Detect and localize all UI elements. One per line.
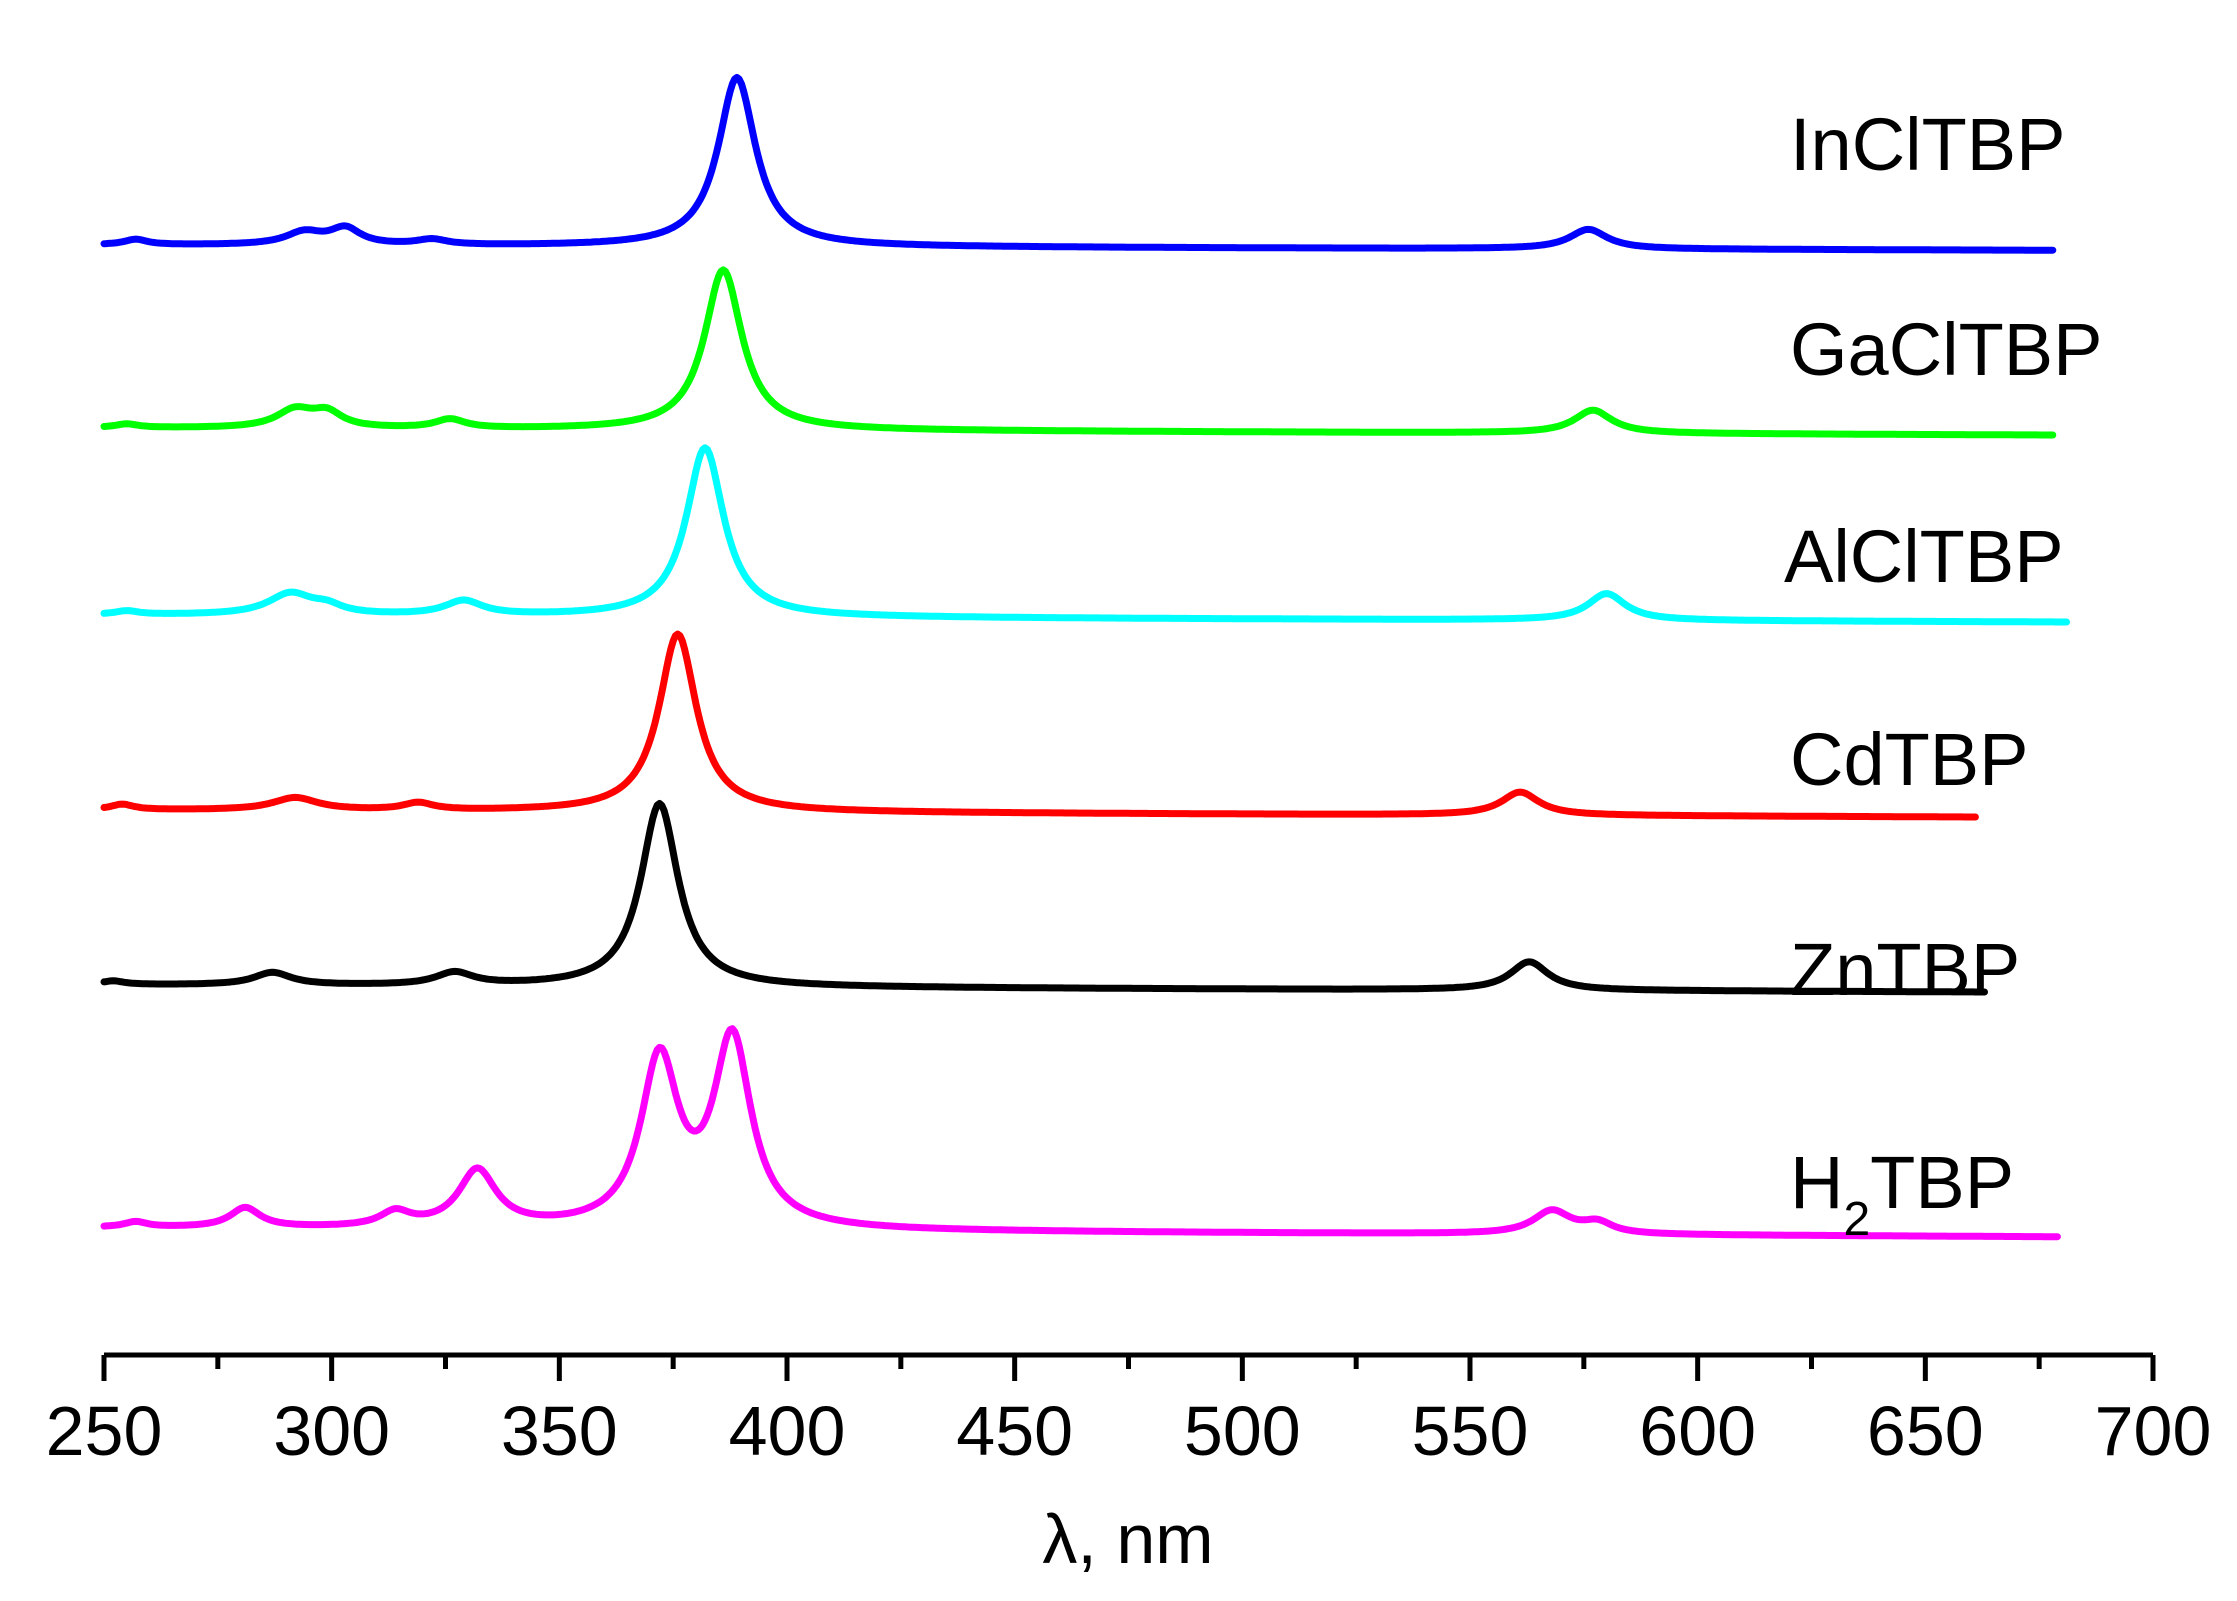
x-axis: 250 300 350 400 450 500 550 600 650 700 — [46, 1352, 2212, 1470]
x-axis-title: λ, nm — [1042, 1500, 1213, 1578]
x-tick-label: 650 — [1867, 1392, 1984, 1470]
x-tick-label: 550 — [1412, 1392, 1529, 1470]
spectra-curves — [100, 74, 2070, 1241]
series-line-h2tbp — [100, 1025, 2061, 1241]
x-tick-label: 600 — [1639, 1392, 1756, 1470]
x-tick-label: 700 — [2095, 1392, 2212, 1470]
x-tick-label: 250 — [46, 1392, 163, 1470]
series-line-gacltbp — [100, 266, 2057, 439]
x-tick-label: 450 — [956, 1392, 1073, 1470]
series-label-h2tbp: H2TBP — [1790, 1141, 2014, 1246]
x-tick-label: 500 — [1184, 1392, 1301, 1470]
series-labels: InClTBP GaClTBP AlClTBP CdTBP ZnTBP H2TBP — [1784, 103, 2103, 1246]
x-tick-label: 400 — [729, 1392, 846, 1470]
series-line-cdtbp — [100, 630, 1979, 821]
series-line-alcltbp — [100, 444, 2070, 626]
series-label-zntbp: ZnTBP — [1790, 928, 2020, 1011]
x-ticks: 250 300 350 400 450 500 550 600 650 700 — [46, 1355, 2212, 1470]
series-label-alcltbp: AlClTBP — [1784, 515, 2064, 598]
series-line-incltbp — [100, 74, 2057, 254]
series-line-zntbp — [100, 800, 1988, 996]
series-label-cdtbp: CdTBP — [1790, 718, 2029, 801]
x-tick-label: 300 — [273, 1392, 390, 1470]
x-tick-label: 350 — [501, 1392, 618, 1470]
series-label-gacltbp: GaClTBP — [1790, 308, 2103, 391]
series-label-incltbp: InClTBP — [1790, 103, 2066, 186]
